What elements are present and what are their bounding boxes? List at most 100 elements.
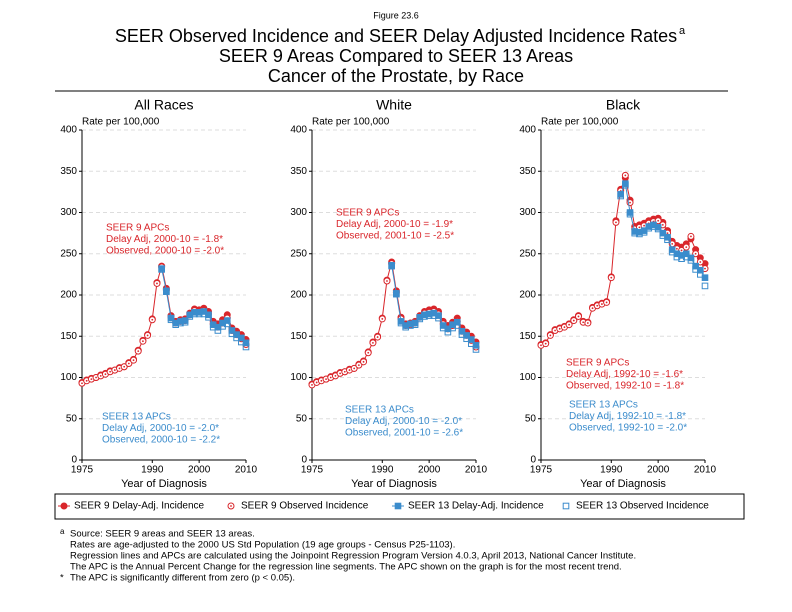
marker [565, 321, 573, 329]
marker-dot [137, 350, 140, 352]
marker-dot [90, 378, 93, 381]
marker [369, 339, 377, 347]
y-tick-label: 100 [519, 372, 536, 383]
marker-dot [353, 367, 356, 370]
marker [228, 330, 236, 338]
marker [472, 342, 480, 349]
x-tick-label: 1975 [71, 465, 94, 476]
marker [668, 248, 676, 256]
y-tick-label: 400 [60, 125, 77, 136]
legend-box [54, 493, 745, 520]
y-tick-label: 250 [290, 248, 307, 259]
marker-shape [60, 502, 68, 510]
x-axis-label: Year of Diagnosis [351, 478, 437, 490]
annotation: SEER 9 APCs [106, 223, 169, 234]
x-tick-label: 1975 [301, 465, 324, 476]
marker [158, 266, 165, 273]
annotation: SEER 9 APCs [566, 358, 629, 369]
marker-dot [325, 378, 327, 381]
marker [673, 253, 681, 261]
y-tick-label: 300 [60, 207, 77, 218]
y-tick-label: 150 [519, 331, 536, 342]
marker-dot [680, 249, 683, 252]
marker [134, 347, 142, 355]
marker [139, 337, 147, 345]
y-tick-label: 250 [519, 248, 536, 259]
marker [468, 340, 475, 347]
marker [360, 358, 368, 366]
marker [636, 230, 643, 238]
marker-dot [81, 382, 83, 385]
marker [191, 310, 198, 318]
marker-dot [367, 351, 370, 354]
marker-dot [142, 340, 144, 343]
marker [388, 262, 395, 270]
figure-subtitle: SEER 9 Areas Compared to SEER 13 Areas [219, 46, 573, 66]
marker-dot [624, 174, 627, 177]
marker [546, 331, 554, 339]
annotation: Delay Adj, 1992-10 = -1.6* [566, 369, 683, 380]
marker [223, 317, 231, 324]
marker-dot [563, 326, 566, 329]
annotation: Observed, 1992-10 = -1.8* [566, 381, 684, 392]
marker [242, 339, 250, 347]
marker-dot [568, 323, 571, 326]
legend-label: SEER 13 Observed Incidence [576, 501, 709, 512]
x-axis-label: Year of Diagnosis [580, 478, 666, 490]
marker-dot [596, 304, 599, 307]
annotation: SEER 13 APCs [102, 412, 171, 423]
footnote-marker: a [60, 527, 65, 536]
marker [626, 209, 634, 216]
marker [242, 343, 250, 351]
annotation: SEER 13 APCs [569, 400, 638, 411]
marker [621, 171, 629, 179]
marker-dot [132, 359, 135, 362]
marker-dot [661, 223, 664, 226]
marker [453, 318, 461, 326]
y-tick-label: 50 [296, 413, 308, 424]
y-tick-label: 300 [290, 207, 307, 218]
x-tick-label: 1990 [141, 465, 164, 476]
marker-dot [151, 318, 154, 321]
marker [383, 277, 391, 285]
marker [167, 316, 175, 324]
marker-dot [381, 318, 384, 320]
x-tick-label: 1990 [371, 465, 394, 476]
y-tick-label: 0 [71, 455, 77, 466]
marker [697, 271, 704, 278]
marker-dot [109, 370, 112, 373]
y-tick-label: 400 [519, 125, 536, 136]
marker-dot [118, 367, 121, 370]
annotation: Observed, 1992-10 = -2.0* [569, 423, 687, 434]
marker-dot [572, 319, 575, 322]
marker-dot [591, 307, 594, 310]
marker-dot [85, 379, 88, 382]
marker-dot [694, 252, 697, 255]
marker [205, 313, 212, 321]
marker-dot [95, 376, 97, 379]
footnote: Rates are age-adjusted to the 2000 US St… [70, 540, 455, 551]
marker-dot [334, 374, 337, 377]
y-tick-label: 100 [290, 372, 307, 383]
marker-dot [699, 261, 702, 263]
marker [678, 255, 685, 262]
marker-dot [320, 379, 323, 382]
marker-dot [558, 327, 561, 330]
y-axis-label: Rate per 100,000 [312, 117, 390, 128]
marker-dot [311, 384, 313, 386]
marker-dot [348, 369, 351, 371]
marker-dot [549, 334, 552, 337]
figure-title: SEER Observed Incidence and SEER Delay A… [115, 26, 677, 46]
marker [659, 232, 667, 239]
marker [163, 288, 170, 295]
marker-dot [685, 246, 688, 249]
marker-dot [601, 303, 603, 305]
marker [622, 181, 629, 189]
x-tick-label: 2010 [465, 465, 488, 476]
marker [472, 346, 480, 353]
marker [130, 356, 138, 364]
y-tick-label: 50 [525, 413, 537, 424]
marker-dot [315, 381, 318, 384]
marker [393, 290, 400, 298]
marker-dot [577, 315, 580, 318]
